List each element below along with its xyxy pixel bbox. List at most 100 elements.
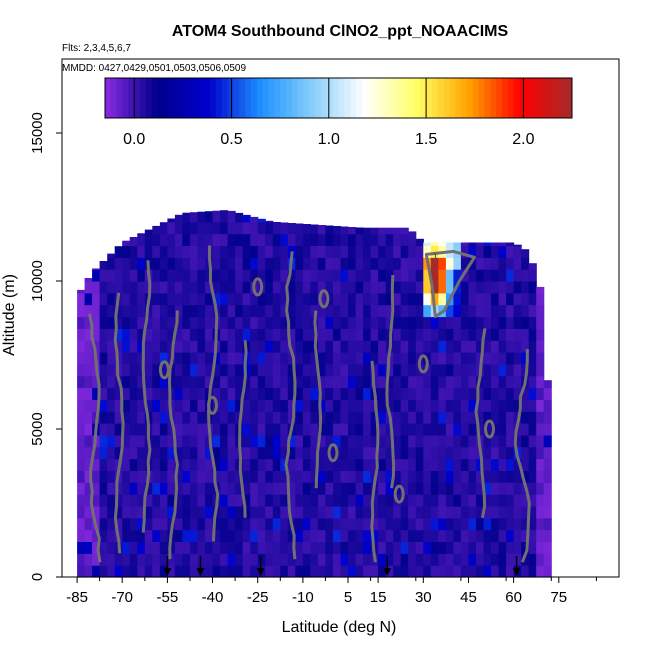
colorbar-segment: [321, 78, 328, 118]
heatmap-cell: [408, 458, 417, 471]
heatmap-cell: [250, 506, 259, 519]
heatmap-cell: [159, 446, 168, 460]
heatmap-cell: [408, 328, 417, 341]
colorbar-segment: [472, 78, 480, 118]
heatmap-cell: [182, 529, 191, 542]
heatmap-cell: [159, 340, 168, 353]
heatmap-cell: [152, 529, 161, 542]
heatmap-cell: [363, 245, 372, 258]
heatmap-cell: [114, 517, 123, 531]
heatmap-cell: [205, 446, 214, 460]
colorbar-segment: [192, 78, 199, 118]
heatmap-cell: [513, 553, 522, 566]
heatmap-cell: [220, 541, 229, 554]
heatmap-cell: [325, 553, 334, 566]
heatmap-cell: [205, 211, 214, 223]
heatmap-cell: [205, 517, 214, 531]
heatmap-cell: [468, 553, 477, 566]
x-tick-label: -70: [111, 589, 133, 606]
heatmap-cell: [114, 399, 123, 412]
heatmap-cell: [348, 517, 357, 531]
heatmap-cell: [272, 281, 281, 294]
heatmap-cell: [415, 316, 424, 329]
colorbar-segment: [402, 78, 409, 118]
heatmap-cell: [317, 304, 326, 318]
heatmap-cell: [317, 506, 326, 519]
heatmap-cell: [415, 411, 424, 424]
heatmap-cell: [513, 470, 522, 483]
heatmap-cell: [385, 375, 394, 389]
colorbar-segment: [385, 78, 392, 118]
heatmap-cell: [122, 292, 131, 306]
heatmap-cell: [137, 363, 146, 377]
heatmap-cell: [99, 363, 108, 377]
heatmap-cell: [182, 541, 191, 554]
heatmap-cell: [114, 387, 123, 400]
heatmap-cell: [476, 257, 485, 270]
heatmap-cell: [513, 352, 522, 365]
heatmap-cell: [99, 506, 108, 519]
heatmap-cell: [107, 292, 116, 306]
contour-line: [385, 275, 396, 489]
heatmap-cell: [205, 363, 214, 377]
heatmap-cell: [423, 458, 432, 471]
heatmap-cell: [122, 506, 131, 519]
heatmap-cell: [430, 328, 439, 341]
heatmap-cell: [190, 423, 199, 436]
heatmap-cell: [476, 387, 485, 400]
heatmap-cell: [430, 458, 439, 471]
heatmap-cell: [235, 328, 244, 341]
colorbar-segment: [221, 78, 229, 118]
latitude-marker-head: [256, 568, 265, 576]
heatmap-cell: [476, 316, 485, 329]
heatmap-cell: [77, 289, 86, 294]
heatmap-cell: [476, 565, 485, 578]
heatmap-cell: [370, 423, 379, 436]
heatmap-cell: [408, 411, 417, 424]
heatmap-cell: [363, 517, 372, 531]
heatmap-cell: [107, 399, 116, 412]
heatmap-cell: [476, 292, 485, 306]
heatmap-cell: [468, 375, 477, 389]
heatmap-cell: [212, 411, 221, 424]
heatmap-cell: [506, 517, 515, 531]
heatmap-cell: [445, 565, 454, 578]
colorbar-segment: [262, 78, 269, 118]
heatmap-cell: [114, 304, 123, 318]
heatmap-cell: [257, 529, 266, 542]
colorbar-segment: [286, 78, 293, 118]
contour-line: [513, 349, 531, 563]
heatmap-cell: [310, 553, 319, 566]
heatmap-cell: [220, 565, 229, 578]
heatmap-cell: [491, 352, 500, 365]
heatmap-cell: [415, 458, 424, 471]
heatmap-cell: [543, 399, 552, 412]
colorbar-tick-label: 0.5: [220, 131, 242, 148]
heatmap-cell: [521, 494, 530, 507]
heatmap-cell: [385, 257, 394, 270]
heatmap-cell: [415, 434, 424, 448]
heatmap-cell: [235, 375, 244, 389]
heatmap-cell: [144, 494, 153, 507]
heatmap-cell: [152, 399, 161, 412]
heatmap-cell: [453, 363, 462, 377]
heatmap-cell: [400, 281, 409, 294]
heatmap-cell: [122, 517, 131, 531]
heatmap-cell: [528, 565, 537, 578]
heatmap-cell: [400, 316, 409, 329]
heatmap-cell: [295, 375, 304, 389]
heatmap-cell: [272, 529, 281, 542]
heatmap-cell: [333, 553, 342, 566]
heatmap-cell: [167, 541, 176, 554]
heatmap-cell: [423, 245, 432, 258]
heatmap-cell: [182, 269, 191, 282]
heatmap-cell: [205, 340, 214, 353]
heatmap-cell: [393, 434, 402, 448]
heatmap-cell: [506, 423, 515, 436]
heatmap-cell: [513, 363, 522, 377]
colorbar-segment: [332, 78, 339, 118]
heatmap-cell: [423, 304, 432, 318]
heatmap-cell: [378, 281, 387, 294]
heatmap-cell: [408, 434, 417, 448]
heatmap-cell: [355, 352, 364, 365]
